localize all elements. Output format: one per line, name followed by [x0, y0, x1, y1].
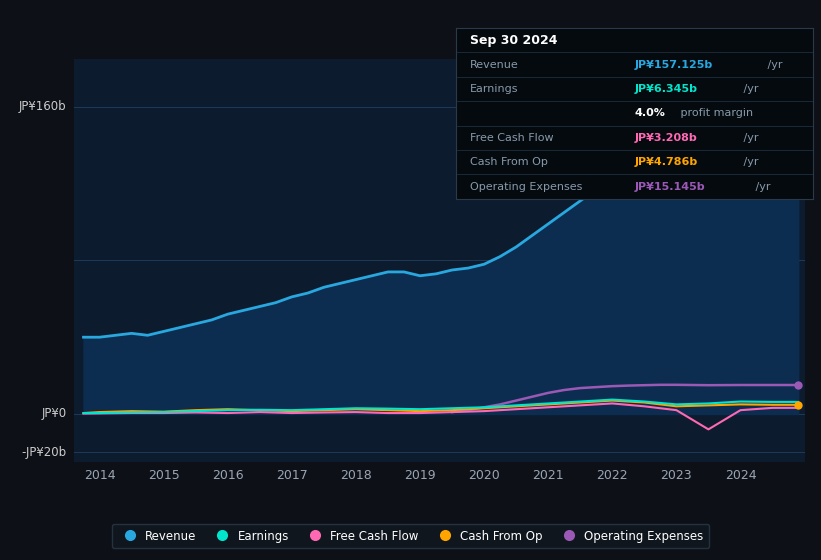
Text: JP¥0: JP¥0 [41, 408, 67, 421]
Text: /yr: /yr [741, 157, 759, 167]
Text: /yr: /yr [741, 84, 759, 94]
Text: JP¥3.208b: JP¥3.208b [635, 133, 697, 143]
Text: 4.0%: 4.0% [635, 109, 665, 118]
Legend: Revenue, Earnings, Free Cash Flow, Cash From Op, Operating Expenses: Revenue, Earnings, Free Cash Flow, Cash … [112, 524, 709, 548]
Text: Sep 30 2024: Sep 30 2024 [470, 34, 557, 46]
Text: /yr: /yr [741, 133, 759, 143]
Text: JP¥4.786b: JP¥4.786b [635, 157, 698, 167]
Text: Revenue: Revenue [470, 59, 519, 69]
Text: -JP¥20b: -JP¥20b [21, 446, 67, 459]
Text: JP¥15.145b: JP¥15.145b [635, 181, 705, 192]
Text: profit margin: profit margin [677, 109, 753, 118]
Text: /yr: /yr [752, 181, 771, 192]
Text: Cash From Op: Cash From Op [470, 157, 548, 167]
Text: JP¥6.345b: JP¥6.345b [635, 84, 697, 94]
Text: JP¥160b: JP¥160b [19, 100, 67, 113]
Text: Earnings: Earnings [470, 84, 518, 94]
Text: Free Cash Flow: Free Cash Flow [470, 133, 553, 143]
Text: Operating Expenses: Operating Expenses [470, 181, 582, 192]
Text: JP¥157.125b: JP¥157.125b [635, 59, 713, 69]
Text: /yr: /yr [764, 59, 782, 69]
